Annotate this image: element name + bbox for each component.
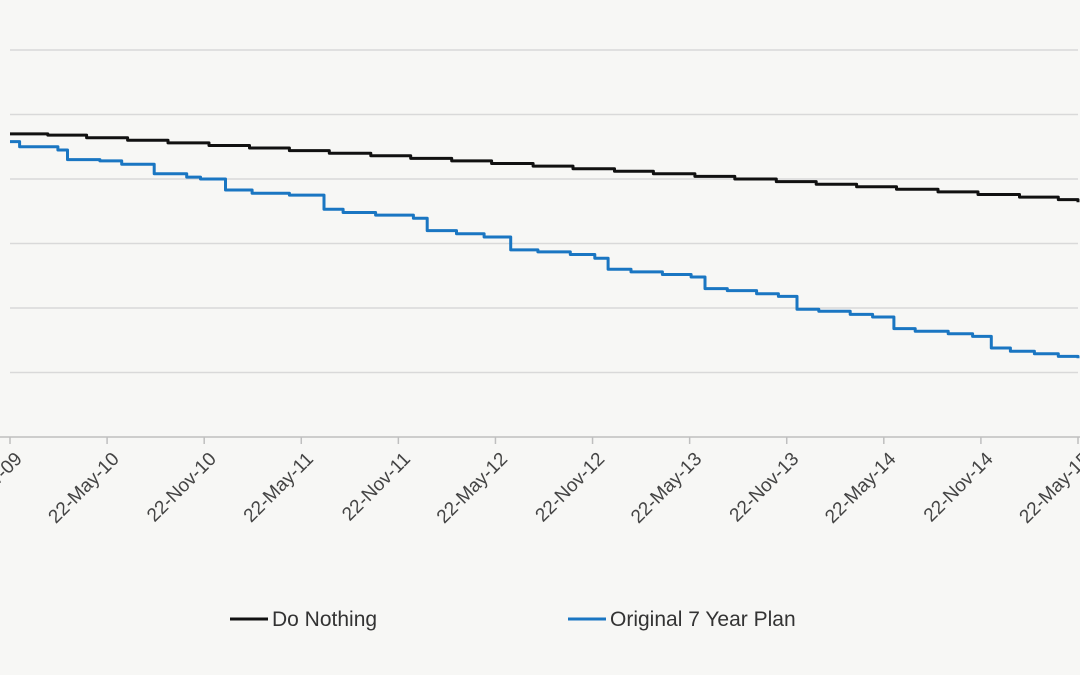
x-tick-label: 22-May-15 bbox=[1016, 449, 1080, 528]
x-tick-label: 22-Nov-14 bbox=[920, 448, 998, 526]
x-tick-label: 22-Nov-09 bbox=[0, 449, 27, 527]
x-tick-label: 22-May-14 bbox=[821, 448, 900, 527]
x-tick-label: 22-May-13 bbox=[627, 449, 706, 528]
x-tick-label: 22-May-10 bbox=[45, 449, 124, 528]
x-tick-label: 22-May-11 bbox=[240, 449, 318, 527]
legend-label: Do Nothing bbox=[272, 608, 377, 631]
legend-label: Original 7 Year Plan bbox=[610, 608, 796, 631]
x-tick-label: 22-Nov-10 bbox=[143, 449, 221, 527]
series-lines bbox=[10, 132, 1080, 359]
x-tick-label: 22-Nov-13 bbox=[726, 449, 804, 527]
x-tick-label: 22-May-12 bbox=[433, 449, 512, 528]
series-line-do-nothing bbox=[10, 132, 1080, 203]
gridlines bbox=[10, 49, 1078, 374]
x-tick-label: 22-Nov-11 bbox=[338, 449, 415, 526]
x-tick-label: 22-Nov-12 bbox=[532, 449, 610, 527]
series-line-original-7-year-plan bbox=[10, 140, 1080, 359]
x-axis: 22-Nov-09 22-May-10 22-Nov-10 22-May-11 22-N… bbox=[0, 436, 1080, 528]
legend: Do Nothing Original 7 Year Plan bbox=[230, 608, 796, 631]
